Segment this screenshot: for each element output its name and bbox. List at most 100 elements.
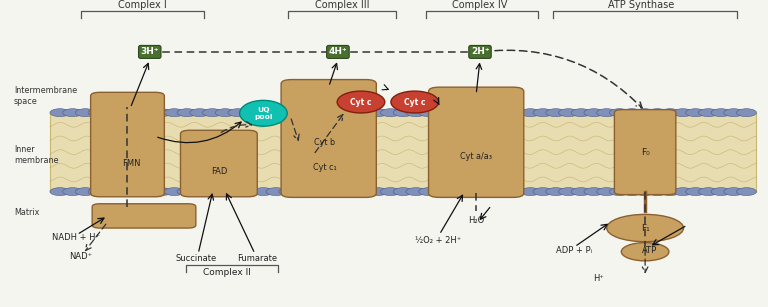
Circle shape <box>329 109 349 117</box>
Bar <box>50 113 756 192</box>
Text: Succinate: Succinate <box>176 254 217 263</box>
Text: H₂O: H₂O <box>468 216 485 225</box>
Circle shape <box>711 188 731 196</box>
Circle shape <box>457 109 477 117</box>
Text: Complex IV: Complex IV <box>452 1 508 10</box>
Circle shape <box>139 188 159 196</box>
Text: Intermembrane
space: Intermembrane space <box>14 86 77 106</box>
Circle shape <box>253 109 273 117</box>
Circle shape <box>304 109 324 117</box>
Circle shape <box>571 109 591 117</box>
Circle shape <box>622 188 642 196</box>
Text: Cyt b: Cyt b <box>314 138 336 147</box>
Ellipse shape <box>391 91 439 113</box>
Circle shape <box>50 109 70 117</box>
Circle shape <box>521 109 541 117</box>
FancyBboxPatch shape <box>92 204 196 228</box>
Circle shape <box>164 188 184 196</box>
FancyBboxPatch shape <box>180 130 257 197</box>
Circle shape <box>546 188 566 196</box>
Circle shape <box>419 188 439 196</box>
Circle shape <box>482 109 502 117</box>
Circle shape <box>558 109 578 117</box>
Text: 3H⁺: 3H⁺ <box>141 47 159 56</box>
Circle shape <box>203 109 223 117</box>
Ellipse shape <box>607 214 684 242</box>
Circle shape <box>482 188 502 196</box>
Text: 2H⁺: 2H⁺ <box>471 47 489 56</box>
Circle shape <box>673 109 693 117</box>
Text: NAD⁺: NAD⁺ <box>69 252 92 261</box>
Text: NADH + H⁺: NADH + H⁺ <box>52 233 100 242</box>
Circle shape <box>253 188 273 196</box>
Text: Cyt c₁: Cyt c₁ <box>313 163 336 173</box>
Circle shape <box>444 109 464 117</box>
Circle shape <box>164 109 184 117</box>
Circle shape <box>343 188 362 196</box>
Circle shape <box>317 188 337 196</box>
Circle shape <box>292 109 312 117</box>
Text: Complex I: Complex I <box>118 1 167 10</box>
Circle shape <box>279 109 299 117</box>
Ellipse shape <box>337 91 385 113</box>
Text: ADP + Pᵢ: ADP + Pᵢ <box>556 246 593 255</box>
Text: Complex II: Complex II <box>203 268 250 277</box>
Circle shape <box>126 188 146 196</box>
Circle shape <box>647 109 667 117</box>
Circle shape <box>584 109 604 117</box>
Ellipse shape <box>240 100 287 126</box>
Text: Cyt a/a₃: Cyt a/a₃ <box>460 152 492 161</box>
Circle shape <box>533 188 553 196</box>
Text: ATP: ATP <box>642 246 657 255</box>
Circle shape <box>228 188 248 196</box>
Text: UQ
pool: UQ pool <box>254 107 273 120</box>
Circle shape <box>597 188 617 196</box>
Circle shape <box>266 188 286 196</box>
Circle shape <box>711 109 731 117</box>
Circle shape <box>279 188 299 196</box>
Circle shape <box>673 188 693 196</box>
Circle shape <box>558 188 578 196</box>
Text: Cyt c: Cyt c <box>404 98 425 107</box>
Circle shape <box>571 188 591 196</box>
Circle shape <box>647 188 667 196</box>
Circle shape <box>521 188 541 196</box>
Text: Inner
membrane: Inner membrane <box>14 146 58 165</box>
Circle shape <box>114 188 134 196</box>
Circle shape <box>88 109 108 117</box>
Circle shape <box>469 188 489 196</box>
Circle shape <box>419 109 439 117</box>
Circle shape <box>723 109 743 117</box>
Circle shape <box>101 188 121 196</box>
Circle shape <box>101 109 121 117</box>
Circle shape <box>304 188 324 196</box>
Circle shape <box>240 188 260 196</box>
FancyBboxPatch shape <box>281 80 376 197</box>
Circle shape <box>380 188 400 196</box>
Circle shape <box>723 188 743 196</box>
Circle shape <box>355 188 375 196</box>
Circle shape <box>698 109 718 117</box>
Circle shape <box>63 109 83 117</box>
Circle shape <box>317 109 337 117</box>
Circle shape <box>686 109 706 117</box>
Circle shape <box>635 188 655 196</box>
Ellipse shape <box>621 243 669 261</box>
Circle shape <box>240 109 260 117</box>
Circle shape <box>432 188 452 196</box>
Text: Complex III: Complex III <box>315 1 369 10</box>
Text: F₀: F₀ <box>641 148 650 157</box>
Circle shape <box>88 188 108 196</box>
Circle shape <box>151 109 171 117</box>
Text: Cyt c: Cyt c <box>350 98 372 107</box>
Circle shape <box>380 109 400 117</box>
Circle shape <box>546 109 566 117</box>
Circle shape <box>343 109 362 117</box>
Circle shape <box>126 109 146 117</box>
FancyBboxPatch shape <box>614 110 676 195</box>
Circle shape <box>495 188 515 196</box>
Circle shape <box>368 188 388 196</box>
Circle shape <box>457 188 477 196</box>
Circle shape <box>406 109 426 117</box>
Circle shape <box>190 188 210 196</box>
